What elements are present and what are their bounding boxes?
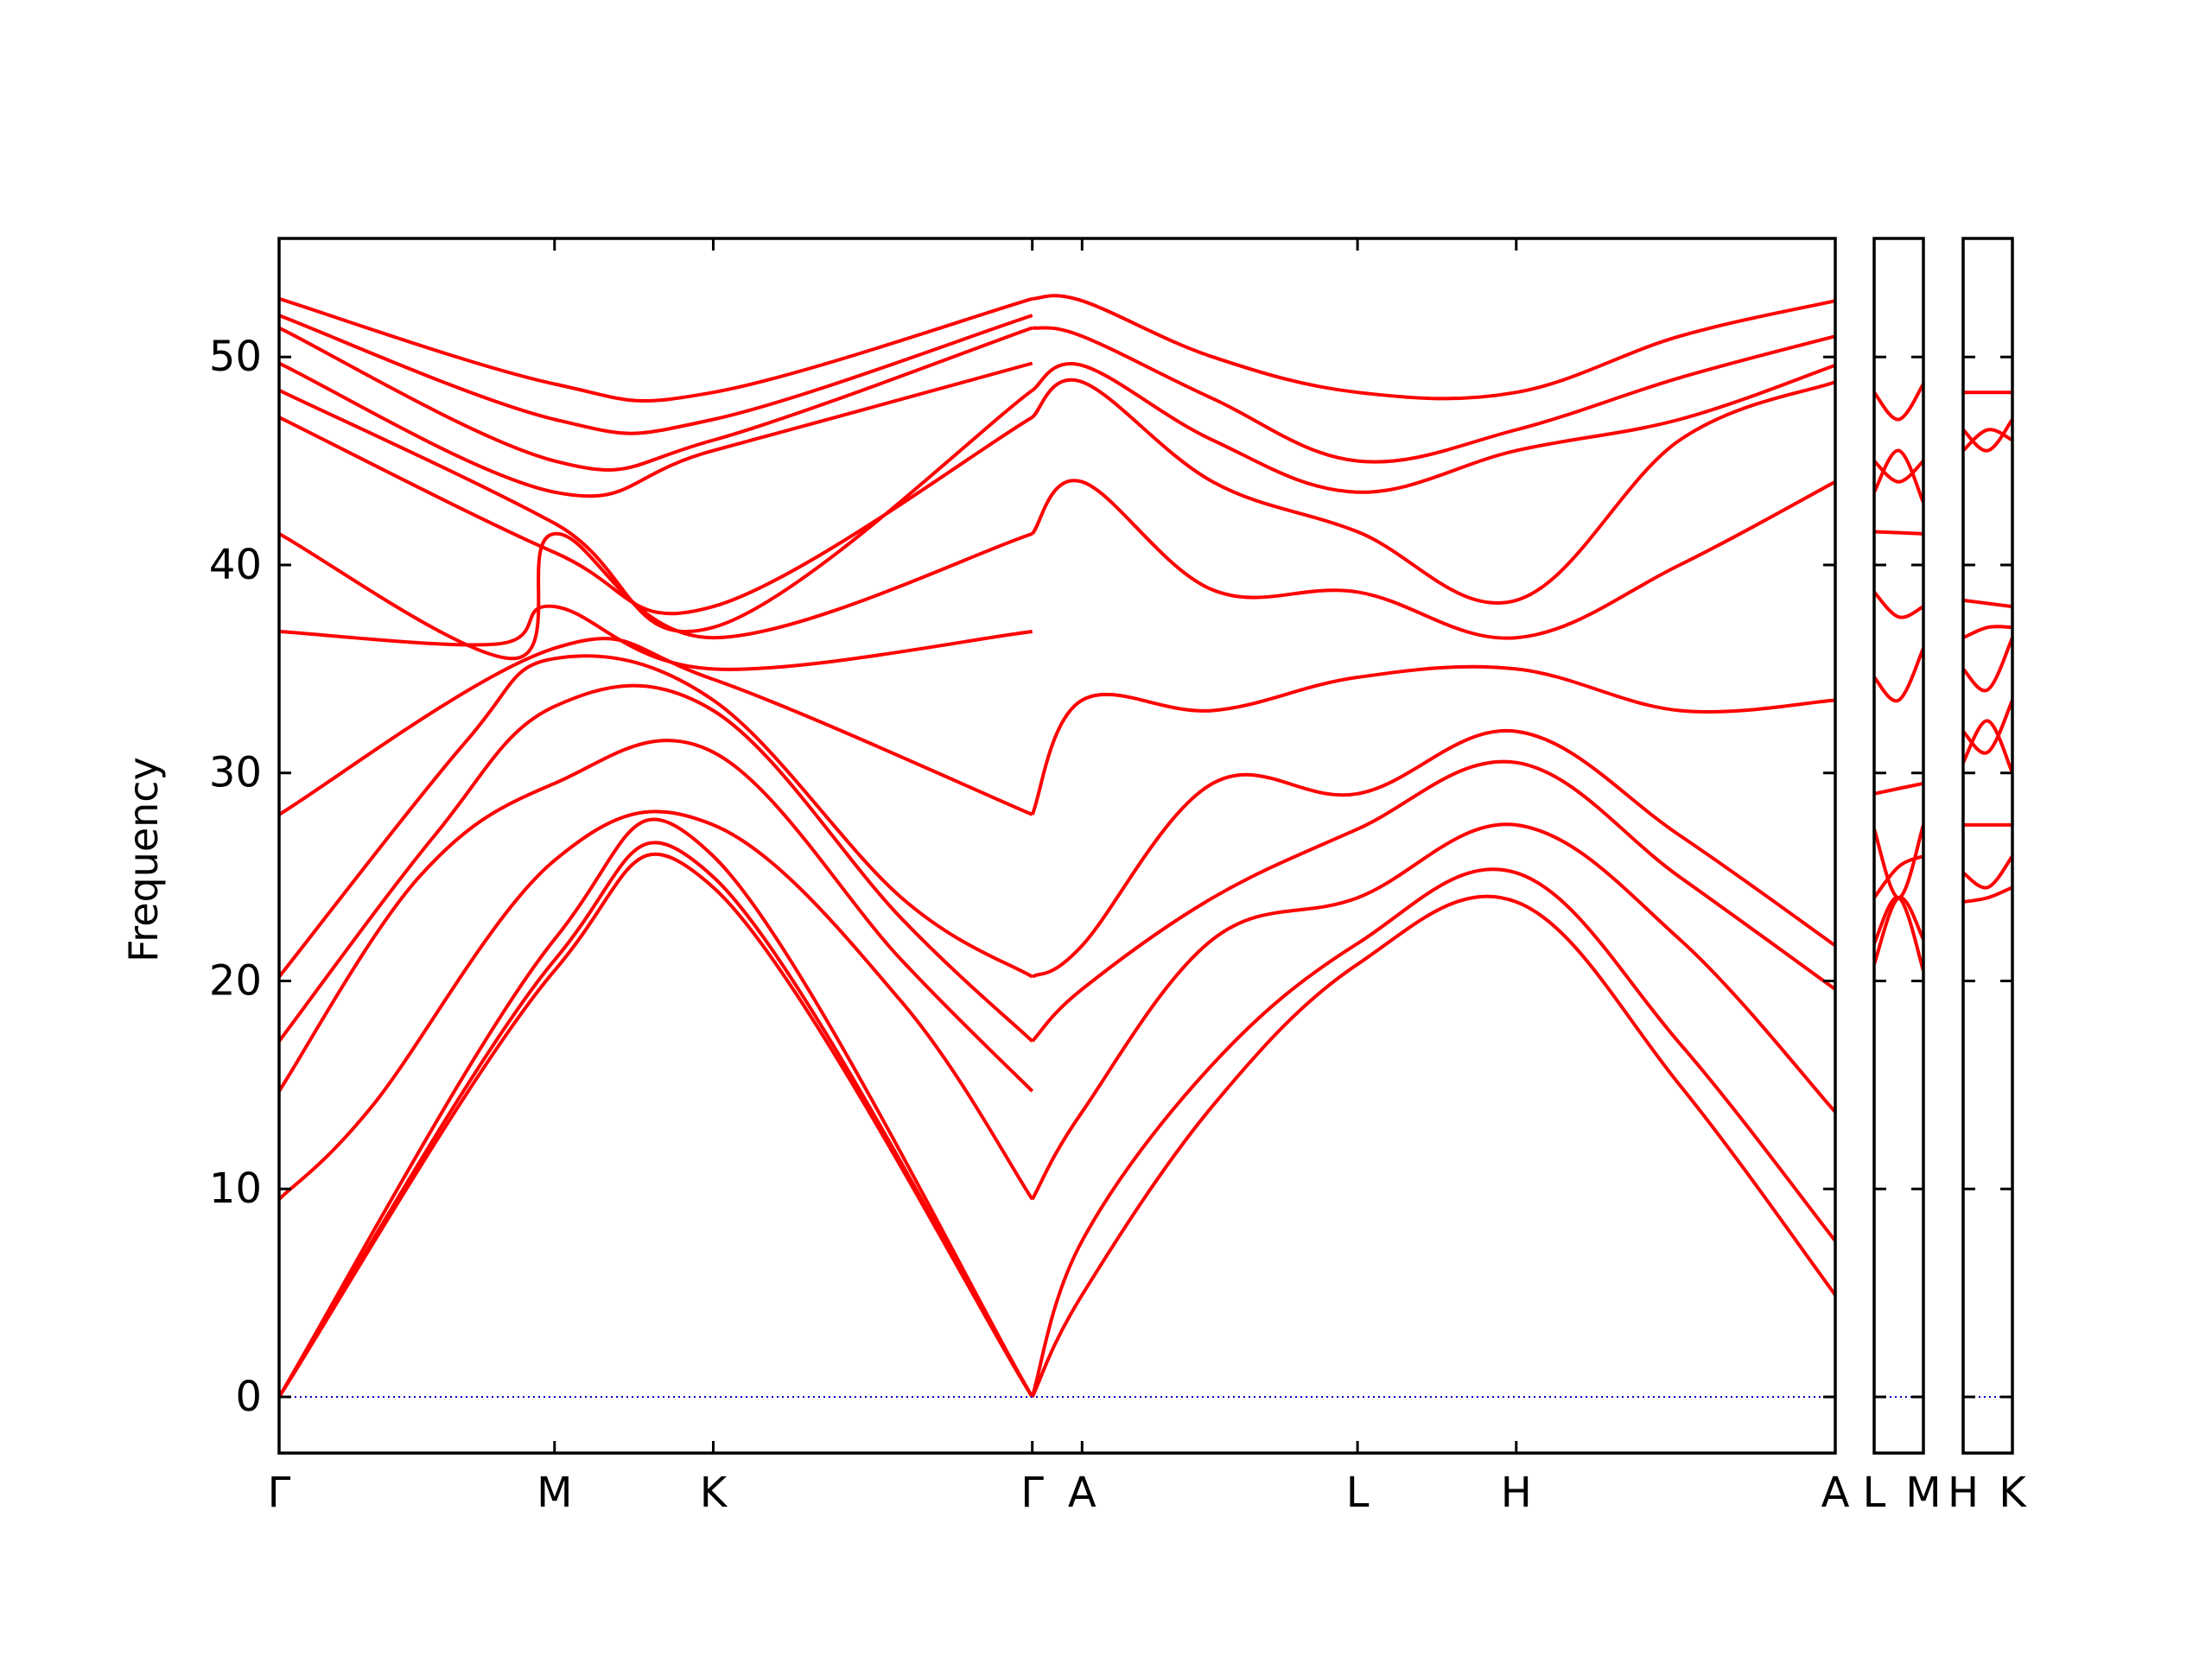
band-line-hk-45 [1963,625,2012,640]
band-line-lm-33 [1874,647,1923,703]
band-line-hk-46 [1963,598,2012,609]
band-line-main-20 [1031,759,1835,1043]
band-line-main-25 [1031,362,1835,494]
y-tick-label-0: 0 [235,1373,262,1421]
band-line-main-14 [279,326,1033,472]
band-line-hk-44 [1963,637,2012,693]
band-line-main-22 [1030,664,1835,816]
band-line-lm-36 [1874,448,1923,504]
x-tick-label-main-6: H [1501,1469,1532,1517]
x-tick-label-main-4: A [1068,1469,1096,1517]
band-line-main-18 [1030,867,1835,1398]
panel-frame-lm [1872,237,1925,1455]
x-tick-label-lm-1: M [1905,1469,1941,1517]
x-tick-label-main-3: Γ [1020,1469,1044,1517]
x-tick-label-hk-0: H [1948,1469,1979,1517]
band-line-hk-39 [1963,885,2012,904]
band-line-lm-35 [1874,530,1923,536]
y-tick-label-30: 30 [209,749,262,797]
x-tick-label-lm-0: L [1863,1469,1886,1517]
band-line-hk-43 [1963,699,2012,755]
band-line-hk-48 [1963,418,2012,453]
band-line-lm-34 [1874,590,1923,619]
band-line-main-21 [1031,728,1835,979]
x-tick-label-main-5: L [1346,1469,1370,1517]
band-line-lm-28 [1874,896,1923,965]
band-line-lm-30 [1874,854,1923,899]
band-line-hk-47 [1963,428,2012,453]
y-tick-label-20: 20 [209,956,262,1005]
band-line-lm-37 [1874,460,1923,484]
band-line-main-24 [1031,378,1835,605]
band-line-hk-40 [1963,854,2012,890]
band-line-main-5 [279,739,1034,1093]
band-line-main-9 [279,604,1033,671]
band-line-lm-31 [1874,824,1923,900]
band-line-main-4 [279,809,1034,1201]
band-line-main-2 [279,841,1034,1399]
y-tick-label-50: 50 [209,333,262,381]
band-line-main-26 [1032,326,1835,464]
band-line-main-8 [279,637,1033,816]
band-line-main-27 [1032,294,1835,401]
band-line-main-7 [279,654,1033,979]
band-line-main-19 [1030,822,1835,1201]
x-tick-label-main-7: A [1821,1469,1850,1517]
x-tick-label-main-2: K [700,1469,728,1517]
x-tick-label-main-0: Γ [268,1469,291,1517]
band-line-hk-42 [1963,719,2012,774]
band-line-main-11 [279,416,1033,616]
band-line-main-16 [279,296,1033,403]
y-tick-label-10: 10 [209,1165,262,1213]
band-line-main-6 [279,683,1034,1043]
panel-frame-main [277,237,1837,1455]
band-line-main-3 [279,817,1034,1399]
band-line-main-12 [279,388,1033,633]
band-line-main-10 [279,531,1033,661]
band-line-main-1 [279,852,1034,1399]
panel-frame-hk [1961,237,2014,1455]
y-tick-label-40: 40 [209,541,262,589]
band-line-lm-38 [1874,383,1923,422]
band-line-main-17 [1030,894,1835,1398]
band-line-main-15 [279,314,1033,435]
y-axis-label: Frequency [120,757,167,962]
band-line-lm-32 [1874,781,1923,796]
band-line-main-23 [1031,479,1835,640]
x-tick-label-hk-1: K [1999,1469,2027,1517]
x-tick-label-main-1: M [537,1469,572,1517]
band-line-main-13 [279,361,1033,498]
